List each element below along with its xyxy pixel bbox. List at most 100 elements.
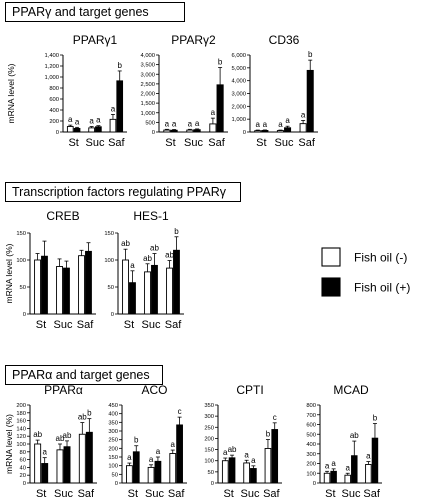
- cpti-significance-label: a: [223, 448, 228, 457]
- mcad-y-tick-label: 800: [306, 403, 316, 409]
- ppar-gamma2-significance-label: a: [188, 119, 193, 128]
- ppar-gamma2-bar: [170, 129, 178, 133]
- cd36-y-tick-label: 4,000: [231, 79, 246, 85]
- mcad-x-tick-label: Saf: [363, 488, 380, 500]
- aco-significance-label: c: [178, 407, 182, 416]
- ppar-gamma1-bar: [88, 127, 95, 133]
- mcad-bar: [330, 470, 337, 484]
- hes1-bar: [166, 267, 173, 315]
- aco-x-tick-label: St: [128, 488, 138, 500]
- cpti-bar: [264, 448, 272, 484]
- cpti-x-tick-label: St: [223, 488, 233, 500]
- cd36-bar: [284, 127, 292, 133]
- cd36-bar: [306, 69, 314, 133]
- ppar-gamma2-bar: [209, 123, 217, 133]
- aco-y-tick-label: 0: [115, 481, 118, 487]
- hes1-significance-label: ab: [150, 244, 159, 253]
- ppar-gamma2-significance-label: b: [218, 58, 223, 67]
- ppar-gamma2-bar: [193, 129, 201, 133]
- legend-label-fish-oil-plus: Fish oil (+): [354, 281, 410, 295]
- mcad-bar: [344, 474, 351, 484]
- mcad-bar: [351, 455, 358, 484]
- creb-y-tick-label: 50: [20, 285, 26, 291]
- legend-swatch-fish-oil-plus: [321, 277, 341, 297]
- creb-bar: [85, 250, 92, 315]
- ppar-gamma2-x-tick-label: Suc: [184, 137, 203, 149]
- cd36-y-tick-label: 1,000: [231, 117, 246, 123]
- aco-x-tick-label: Saf: [168, 488, 185, 500]
- cpti-bar: [243, 462, 250, 484]
- hes1-bar: [173, 249, 180, 315]
- cpti-y-tick-label: 250: [204, 425, 214, 431]
- ppar-alpha-title: PPARα: [44, 383, 83, 397]
- cpti-y-tick-label: 300: [204, 414, 214, 420]
- ppar-gamma1-significance-label: a: [111, 104, 116, 113]
- mcad-y-tick-label: 400: [306, 442, 316, 448]
- cd36-significance-label: a: [256, 120, 261, 129]
- ppar-alpha-x-tick-label: Suc: [54, 488, 73, 500]
- ppar-gamma2-x-tick-label: St: [165, 137, 175, 149]
- ppar-gamma1-y-tick-label: 1,200: [44, 64, 59, 70]
- ppar-gamma2-y-tick-label: 500: [145, 120, 155, 126]
- hes1-x-tick-label: Suc: [142, 319, 161, 331]
- hes1-significance-label: ab: [143, 254, 152, 263]
- cd36-bar: [276, 130, 284, 133]
- mcad-significance-label: b: [373, 414, 378, 423]
- cd36-y-tick-label: 2,000: [231, 104, 246, 110]
- ppar-gamma1-y-tick-label: 400: [49, 108, 59, 114]
- mcad-title: MCAD: [333, 383, 369, 397]
- ppar-gamma1-bar: [73, 127, 81, 133]
- mcad-y-tick-label: 0: [313, 481, 316, 487]
- ppar-alpha-bar: [56, 449, 64, 484]
- ppar-alpha-significance-label: b: [87, 409, 92, 418]
- mcad-significance-label: a: [331, 459, 336, 468]
- cd36-y-tick-label: 0: [243, 130, 246, 136]
- cd36-title: CD36: [269, 33, 300, 47]
- cpti-bar: [221, 460, 229, 484]
- ppar-gamma1-y-tick-label: 800: [49, 86, 59, 92]
- cpti-y-tick-label: 350: [204, 403, 214, 409]
- cd36-y-tick-label: 6,000: [231, 53, 246, 59]
- mcad-bar: [365, 464, 372, 484]
- aco-y-tick-label: 400: [108, 412, 118, 418]
- cpti-y-tick-label: 50: [208, 470, 214, 476]
- ppar-gamma1-significance-label: b: [117, 61, 122, 70]
- ppar-alpha-y-tick-label: 40: [20, 465, 26, 471]
- mcad-y-tick-label: 200: [306, 462, 316, 468]
- mcad-significance-label: a: [366, 452, 371, 461]
- cd36-bar: [261, 130, 269, 133]
- ppar-alpha-significance-label: ab: [56, 434, 65, 443]
- ppar-gamma1-significance-label: a: [89, 117, 94, 126]
- creb-y-tick-label: 0: [23, 312, 26, 318]
- cpti-significance-label: b: [266, 430, 271, 439]
- ppar-gamma2-y-tick-label: 3,500: [140, 63, 155, 69]
- creb-y-tick-label: 150: [16, 231, 26, 237]
- ppar-gamma2-title: PPARγ2: [171, 33, 216, 47]
- ppar-gamma1-significance-label: a: [75, 117, 80, 126]
- mcad-significance-label: ab: [350, 431, 359, 440]
- aco-significance-label: b: [134, 436, 139, 445]
- hes1-bar: [122, 259, 129, 315]
- mcad-y-tick-label: 100: [306, 471, 316, 477]
- cpti-significance-label: a: [244, 450, 249, 459]
- ppar-alpha-y-tick-label: 120: [16, 434, 26, 440]
- ppar-gamma2-y-tick-label: 2,000: [140, 92, 155, 98]
- ppar-gamma1-x-tick-label: St: [68, 137, 78, 149]
- creb-y-axis-label: mRNA level (%): [4, 243, 14, 303]
- ppar-gamma1-significance-label: a: [96, 116, 101, 125]
- ppar-gamma1-title: PPARγ1: [73, 33, 118, 47]
- ppar-gamma2-bar: [186, 129, 194, 133]
- ppar-gamma2-significance-label: a: [165, 119, 170, 128]
- cpti-y-tick-label: 200: [204, 436, 214, 442]
- creb-bar: [41, 255, 48, 315]
- ppar-gamma1-y-tick-label: 0: [56, 130, 59, 136]
- ppar-alpha-y-tick-label: 140: [16, 426, 26, 432]
- aco-significance-label: a: [171, 440, 176, 449]
- ppar-gamma1-bar: [95, 126, 102, 133]
- section-title-transcription-factors: Transcription factors regulating PPARγ: [5, 182, 241, 202]
- cpti-significance-label: ab: [228, 445, 237, 454]
- hes1-significance-label: ab: [121, 239, 130, 248]
- hes1-bar: [151, 264, 158, 315]
- hes1-x-tick-label: St: [124, 319, 134, 331]
